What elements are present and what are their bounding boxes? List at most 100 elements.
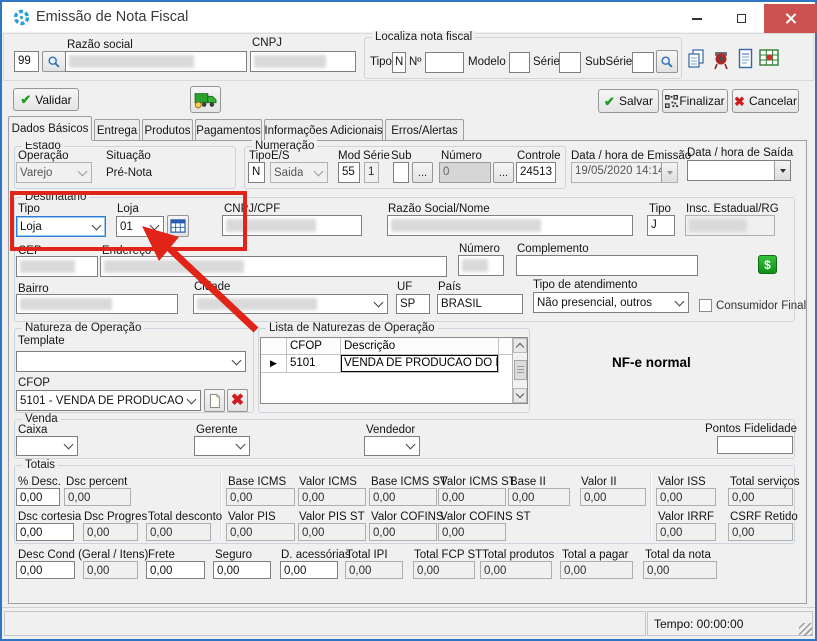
localiza-numero-field[interactable] xyxy=(425,52,464,73)
razao-social-field[interactable] xyxy=(65,51,247,72)
dsc-percent-field[interactable]: 0,00 xyxy=(64,488,131,506)
dest-loja-combo[interactable]: 01 xyxy=(116,216,164,237)
bairro-field[interactable] xyxy=(16,294,178,314)
sub-more-button[interactable]: ... xyxy=(412,162,433,183)
total-fcp-st-field[interactable]: 0,00 xyxy=(413,561,475,579)
razao-nome-field[interactable] xyxy=(387,215,633,236)
cnpj-cpf-field[interactable] xyxy=(222,215,362,236)
num-mod-field[interactable]: 55 xyxy=(338,162,360,183)
cancelar-button[interactable]: ✖ Cancelar xyxy=(732,89,799,113)
tab-dados-basicos[interactable]: Dados Básicos xyxy=(8,116,92,141)
d-acessorias-field[interactable]: 0,00 xyxy=(280,561,338,579)
complemento-field[interactable] xyxy=(516,255,698,276)
pais-field[interactable]: BRASIL xyxy=(437,294,523,314)
cep-field[interactable] xyxy=(16,256,98,277)
num-sub-field[interactable] xyxy=(393,162,409,183)
operacao-combo[interactable]: Varejo xyxy=(16,162,92,183)
template-combo[interactable] xyxy=(16,351,246,372)
cnpj-field[interactable] xyxy=(250,51,356,72)
valor-pis-field[interactable]: 0,00 xyxy=(226,523,295,541)
scroll-up-button[interactable] xyxy=(513,338,527,353)
cidade-combo[interactable] xyxy=(193,294,388,314)
atendimento-combo[interactable]: Não presencial, outros xyxy=(533,292,689,313)
base-icms-field[interactable]: 0,00 xyxy=(226,488,295,506)
scrollbar-thumb[interactable] xyxy=(514,360,527,380)
dest-numero-field[interactable] xyxy=(458,255,504,276)
controle-field[interactable]: 24513 xyxy=(516,162,556,183)
tab-entrega[interactable]: Entrega xyxy=(94,119,140,141)
new-natureza-button[interactable] xyxy=(204,389,225,412)
minimize-button[interactable] xyxy=(674,4,719,33)
valor-icms-st-field[interactable]: 0,00 xyxy=(438,488,506,506)
finalizar-button[interactable]: Finalizar xyxy=(662,89,728,113)
total-produtos-field[interactable]: 0,00 xyxy=(480,561,552,579)
localiza-search-button[interactable] xyxy=(656,50,678,73)
delivery-truck-button[interactable] xyxy=(190,86,221,113)
valor-ii-field[interactable]: 0,00 xyxy=(580,488,646,506)
desc-cond-itens-field[interactable]: 0,00 xyxy=(83,561,138,579)
money-button[interactable]: $ xyxy=(758,255,777,274)
table-grid-icon[interactable] xyxy=(759,49,779,67)
caixa-combo[interactable] xyxy=(16,436,78,456)
endereco-field[interactable] xyxy=(100,256,447,277)
copy-notes-icon[interactable] xyxy=(686,48,706,70)
dsc-cortesia-field[interactable]: 0,00 xyxy=(16,523,74,541)
frete-field[interactable]: 0,00 xyxy=(146,561,205,579)
total-desconto-field[interactable]: 0,00 xyxy=(146,523,211,541)
grid-header-cfop[interactable]: CFOP xyxy=(287,338,341,355)
salvar-button[interactable]: ✔ Salvar xyxy=(598,89,659,113)
valor-cofins-field[interactable]: 0,00 xyxy=(369,523,437,541)
tab-pagamentos[interactable]: Pagamentos xyxy=(195,119,262,141)
tab-produtos[interactable]: Produtos xyxy=(142,119,193,141)
validar-button[interactable]: ✔ Validar xyxy=(13,88,79,111)
total-da-nota-field[interactable]: 0,00 xyxy=(643,561,717,579)
tab-informacoes-adicionais[interactable]: Informações Adicionais xyxy=(264,119,383,141)
camera-icon[interactable] xyxy=(711,48,731,70)
localiza-tipo-field[interactable]: N xyxy=(392,52,406,73)
delete-natureza-button[interactable]: ✖ xyxy=(227,389,248,412)
pontos-fidelidade-field[interactable] xyxy=(717,436,793,454)
store-code-field[interactable]: 99 xyxy=(14,51,39,72)
data-emissao-combo[interactable]: 19/05/2020 14:14 xyxy=(571,162,678,183)
localiza-modelo-field[interactable] xyxy=(509,52,530,73)
grid-vertical-scrollbar[interactable] xyxy=(512,338,527,403)
valor-pis-st-field[interactable]: 0,00 xyxy=(298,523,366,541)
search-company-button[interactable] xyxy=(42,51,66,72)
total-a-pagar-field[interactable]: 0,00 xyxy=(560,561,633,579)
localiza-serie-field[interactable] xyxy=(559,52,581,73)
num-tipo-field[interactable]: N xyxy=(248,162,265,183)
consumidor-final-checkbox[interactable] xyxy=(699,299,712,312)
data-saida-combo[interactable] xyxy=(687,160,791,181)
close-button[interactable] xyxy=(764,4,817,33)
grid-header-descricao[interactable]: Descrição xyxy=(341,338,499,355)
total-servicos-field[interactable]: 0,00 xyxy=(728,488,793,506)
pdesc-field[interactable]: 0,00 xyxy=(16,488,60,506)
scroll-down-button[interactable] xyxy=(513,388,527,403)
csrf-retido-field[interactable]: 0,00 xyxy=(728,523,793,541)
vendedor-combo[interactable] xyxy=(364,436,420,456)
pessoa-tipo-field[interactable]: J xyxy=(647,215,675,236)
grid-cell-descricao[interactable]: VENDA DE PRODUCAO DO ESTA xyxy=(341,355,499,373)
base-ii-field[interactable]: 0,00 xyxy=(508,488,570,506)
total-ipi-field[interactable]: 0,00 xyxy=(345,561,403,579)
cfop-combo[interactable]: 5101 - VENDA DE PRODUCAO DO xyxy=(16,390,201,411)
dsc-progres-field[interactable]: 0,00 xyxy=(83,523,138,541)
num-serie-field[interactable]: 1 xyxy=(364,162,379,183)
report-document-icon[interactable] xyxy=(738,48,753,70)
loja-lookup-button[interactable] xyxy=(167,215,189,237)
localiza-subserie-field[interactable] xyxy=(632,52,654,73)
seguro-field[interactable]: 0,00 xyxy=(213,561,271,579)
valor-icms-field[interactable]: 0,00 xyxy=(298,488,366,506)
maximize-button[interactable] xyxy=(719,4,764,33)
valor-cofins-st-field[interactable]: 0,00 xyxy=(438,523,506,541)
desc-cond-geral-field[interactable]: 0,00 xyxy=(16,561,75,579)
insc-estadual-field[interactable] xyxy=(685,215,775,236)
num-numero-field[interactable]: 0 xyxy=(439,162,491,183)
grid-cell-cfop[interactable]: 5101 xyxy=(287,355,341,373)
uf-field[interactable]: SP xyxy=(396,294,430,314)
tab-erros-alertas[interactable]: Erros/Alertas xyxy=(385,119,464,141)
valor-irrf-field[interactable]: 0,00 xyxy=(656,523,716,541)
gerente-combo[interactable] xyxy=(194,436,250,456)
numero-more-button[interactable]: ... xyxy=(493,162,514,183)
num-es-combo[interactable]: Saida xyxy=(270,162,328,183)
